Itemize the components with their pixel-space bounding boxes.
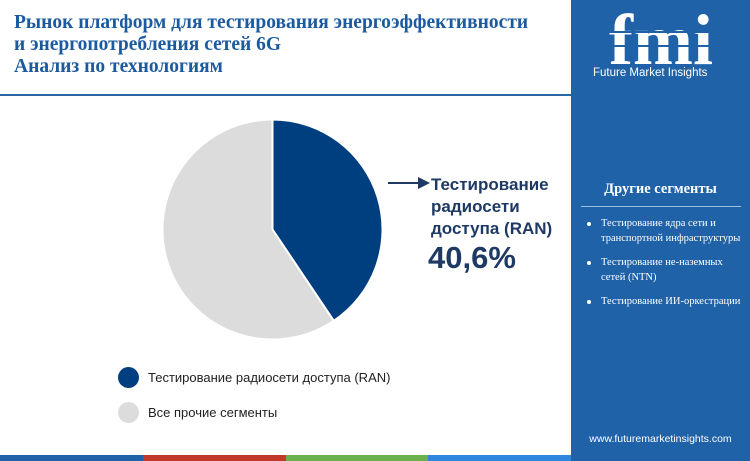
- legend-label-ran: Тестирование радиосети доступа (RAN): [148, 369, 391, 385]
- bottom-bar-segment: [142, 455, 286, 461]
- sidebar-list: Тестирование ядра сети и транспортной ин…: [581, 216, 747, 318]
- pie-chart: [161, 118, 384, 341]
- bottom-bar-segment: [285, 455, 429, 461]
- pie-slice-other: [161, 118, 336, 341]
- legend-item-ran: Тестирование радиосети доступа (RAN): [118, 366, 390, 388]
- callout-label: Тестирование радиосети доступа (RAN): [431, 175, 553, 238]
- callout-arrow-icon: [388, 177, 430, 189]
- chart-title: Рынок платформ для тестирования энергоэф…: [14, 12, 574, 78]
- legend-swatch-ran: [118, 366, 139, 388]
- sidebar-divider: [581, 206, 741, 207]
- legend-item-other: Все прочие сегменты: [118, 401, 390, 423]
- sidebar: fmi Future Market Insights Другие сегмен…: [571, 0, 750, 461]
- legend-label-other: Все прочие сегменты: [148, 404, 278, 420]
- chart-legend: Тестирование радиосети доступа (RAN) Все…: [118, 366, 390, 436]
- legend-swatch-other: [118, 401, 139, 423]
- website-link[interactable]: www.futuremarketinsights.com: [589, 433, 732, 445]
- sidebar-item: Тестирование ИИ-оркестрации: [581, 294, 747, 309]
- logo-caption: Future Market Insights: [593, 67, 708, 79]
- title-line-1: Рынок платформ для тестирования энергоэф…: [14, 12, 529, 33]
- title-divider: [0, 94, 571, 96]
- pie-slice-ran: [271, 118, 384, 323]
- logo-letters: fmi: [609, 6, 713, 78]
- sidebar-item: Тестирование не-наземных сетей (NTN): [581, 255, 747, 285]
- bottom-bar-segment: [428, 455, 571, 461]
- sidebar-heading: Другие сегменты: [604, 181, 717, 197]
- title-line-2: и энергопотребления сетей 6G: [14, 34, 282, 55]
- sidebar-item: Тестирование ядра сети и транспортной ин…: [581, 216, 747, 246]
- title-line-3: Анализ по технологиям: [14, 56, 223, 77]
- bottom-color-bar: [0, 455, 571, 461]
- callout-value: 40,6%: [428, 240, 516, 275]
- bottom-bar-segment: [0, 455, 143, 461]
- fmi-logo-icon: fmi: [599, 6, 723, 78]
